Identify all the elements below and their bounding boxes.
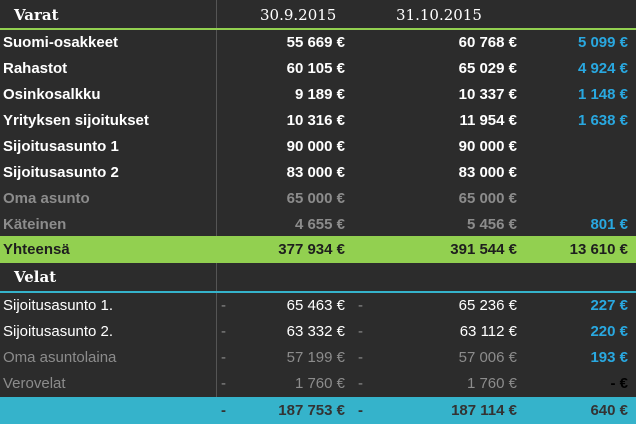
sign: - — [221, 297, 226, 314]
asset-v1: 9 189 € — [294, 86, 345, 103]
asset-diff: 1 638 € — [577, 112, 628, 129]
asset-v1: 83 000 € — [286, 164, 345, 181]
sign: - — [358, 402, 363, 419]
asset-v2: 5 456 € — [466, 216, 517, 233]
asset-v2: 65 029 € — [458, 60, 517, 77]
liability-row: Sijoitusasunto 1. - 65 463 € - 65 236 € … — [0, 293, 636, 319]
liability-v1: 65 463 € — [286, 297, 345, 314]
liability-v2: 1 760 € — [466, 375, 517, 392]
liability-diff: - € — [610, 375, 628, 392]
total-diff: 13 610 € — [569, 241, 628, 258]
assets-header: Varat 30.9.2015 31.10.2015 — [0, 2, 636, 28]
liab-total-v1: 187 753 € — [278, 402, 345, 419]
sign: - — [358, 375, 363, 392]
liability-label: Verovelat — [3, 375, 66, 392]
liab-total-diff: 640 € — [590, 402, 628, 419]
sign: - — [358, 297, 363, 314]
asset-row: Käteinen 4 655 € 5 456 € 801 € — [0, 212, 636, 238]
liability-v1: 1 760 € — [294, 375, 345, 392]
liability-label: Sijoitusasunto 1. — [3, 297, 114, 314]
asset-label: Oma asunto — [3, 190, 90, 207]
liability-row: Verovelat - 1 760 € - 1 760 € - € — [0, 371, 636, 397]
asset-label: Suomi-osakkeet — [3, 34, 119, 51]
assets-total-row: Yhteensä 377 934 € 391 544 € 13 610 € — [0, 236, 636, 263]
sign: - — [221, 375, 226, 392]
asset-v1: 10 316 € — [286, 112, 345, 129]
asset-row: Suomi-osakkeet 55 669 € 60 768 € 5 099 € — [0, 30, 636, 56]
sign: - — [358, 349, 363, 366]
asset-label: Osinkosalkku — [3, 86, 101, 103]
liability-v2: 57 006 € — [458, 349, 517, 366]
asset-v1: 4 655 € — [294, 216, 345, 233]
liability-row: Oma asuntolaina - 57 199 € - 57 006 € 19… — [0, 345, 636, 371]
liab-total-v2: 187 114 € — [451, 402, 517, 419]
asset-row: Sijoitusasunto 1 90 000 € 90 000 € — [0, 134, 636, 160]
asset-label: Yrityksen sijoitukset — [3, 112, 149, 129]
asset-v2: 90 000 € — [458, 138, 517, 155]
asset-v1: 65 000 € — [286, 190, 345, 207]
liability-v1: 57 199 € — [286, 349, 345, 366]
asset-diff: 5 099 € — [577, 34, 628, 51]
asset-label: Rahastot — [3, 60, 68, 77]
total-v1: 377 934 € — [278, 241, 345, 258]
liability-v1: 63 332 € — [286, 323, 345, 340]
asset-v1: 55 669 € — [286, 34, 345, 51]
liability-diff: 227 € — [590, 297, 628, 314]
asset-row: Yrityksen sijoitukset 10 316 € 11 954 € … — [0, 108, 636, 134]
liabilities-header: Velat — [0, 264, 636, 290]
asset-diff: 801 € — [590, 216, 628, 233]
asset-row: Osinkosalkku 9 189 € 10 337 € 1 148 € — [0, 82, 636, 108]
asset-label: Sijoitusasunto 1 — [3, 138, 119, 155]
liability-v2: 65 236 € — [458, 297, 517, 314]
asset-label: Käteinen — [3, 216, 67, 233]
liabilities-title: Velat — [14, 268, 57, 286]
liabilities-rule — [0, 291, 636, 293]
asset-v2: 60 768 € — [458, 34, 517, 51]
asset-v1: 60 105 € — [286, 60, 345, 77]
liability-row: Sijoitusasunto 2. - 63 332 € - 63 112 € … — [0, 319, 636, 345]
header-rule — [0, 28, 636, 30]
total-v2: 391 544 € — [450, 241, 517, 258]
column-divider — [216, 0, 217, 424]
asset-v2: 65 000 € — [458, 190, 517, 207]
liability-v2: 63 112 € — [459, 323, 517, 340]
asset-diff: 1 148 € — [577, 86, 628, 103]
asset-v2: 10 337 € — [458, 86, 517, 103]
date-2: 31.10.2015 — [396, 6, 482, 24]
asset-v2: 83 000 € — [458, 164, 517, 181]
asset-row: Sijoitusasunto 2 83 000 € 83 000 € — [0, 160, 636, 186]
sign: - — [221, 349, 226, 366]
sign: - — [221, 323, 226, 340]
liability-label: Oma asuntolaina — [3, 349, 117, 366]
assets-title: Varat — [14, 6, 59, 24]
sign: - — [221, 402, 226, 419]
asset-v1: 90 000 € — [286, 138, 345, 155]
asset-label: Sijoitusasunto 2 — [3, 164, 119, 181]
liability-label: Sijoitusasunto 2. — [3, 323, 114, 340]
asset-diff: 4 924 € — [577, 60, 628, 77]
total-label: Yhteensä — [3, 241, 70, 258]
liability-diff: 193 € — [590, 349, 628, 366]
asset-row: Rahastot 60 105 € 65 029 € 4 924 € — [0, 56, 636, 82]
date-1: 30.9.2015 — [260, 6, 337, 24]
sign: - — [358, 323, 363, 340]
liability-diff: 220 € — [590, 323, 628, 340]
asset-v2: 11 954 € — [459, 112, 517, 129]
liabilities-total-row: - 187 753 € - 187 114 € 640 € — [0, 397, 636, 424]
asset-row: Oma asunto 65 000 € 65 000 € — [0, 186, 636, 212]
